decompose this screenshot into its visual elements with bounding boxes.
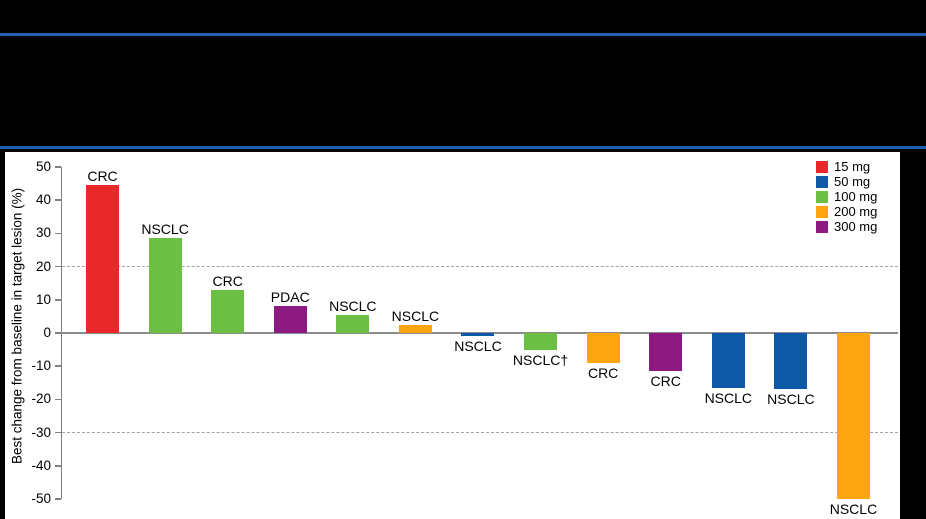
bar-label-1: CRC	[87, 168, 118, 185]
y-tick-label--40: -40	[31, 457, 51, 473]
legend-item-50-mg: 50 mg	[816, 174, 877, 189]
legend-label: 300 mg	[834, 219, 878, 234]
y-tick-label-20: 20	[35, 258, 51, 274]
y-tick-label--30: -30	[31, 424, 51, 440]
bar-9-crc	[586, 333, 620, 363]
legend-label: 200 mg	[834, 204, 878, 219]
legend-label: 15 mg	[834, 159, 871, 174]
y-tick-40	[55, 199, 61, 201]
chart-panel	[5, 152, 900, 519]
dose-legend: 15 mg 50 mg 100 mg 200 mg 300 mg	[816, 159, 878, 236]
y-tick-label-40: 40	[35, 192, 51, 208]
legend-item-15-mg: 15 mg	[816, 159, 877, 174]
bar-label-12: NSCLC	[767, 391, 815, 408]
bar-label-3: CRC	[212, 272, 243, 289]
bar-8-nsclc	[524, 333, 558, 350]
y-tick--30	[55, 431, 61, 434]
y-tick-50	[55, 166, 61, 168]
y-tick--40	[55, 465, 61, 467]
masthead-bottom-rule	[0, 146, 926, 149]
bar-4-pdac	[273, 306, 307, 333]
y-axis-line	[60, 167, 62, 499]
bar-label-5: NSCLC	[329, 297, 377, 314]
legend-label: 100 mg	[834, 189, 878, 204]
bar-6-nsclc	[398, 324, 432, 333]
legend-label: 50 mg	[834, 174, 871, 189]
reference-line--30	[62, 431, 898, 433]
y-tick-label--50: -50	[31, 491, 51, 506]
bar-label-8: NSCLC†	[512, 351, 569, 368]
y-tick-10	[55, 299, 61, 301]
y-tick-label-0: 0	[43, 325, 51, 340]
legend-item-200-mg: 200 mg	[816, 204, 878, 219]
bar-2-nsclc	[148, 238, 182, 333]
y-tick-20	[55, 265, 61, 268]
legend-swatch-icon	[816, 221, 828, 234]
y-tick-label--20: -20	[31, 391, 51, 407]
y-tick--50	[55, 498, 61, 500]
legend-swatch-icon	[816, 176, 828, 189]
bar-label-11: NSCLC	[704, 389, 753, 406]
y-tick-label--10: -10	[31, 358, 51, 374]
bar-13-nsclc	[836, 333, 870, 499]
bar-label-4: PDAC	[270, 289, 310, 306]
masthead-top-rule	[0, 33, 926, 36]
plot-area: 50 40 30 20 10 0 -10 -20 -30 -40 -50 CRC NSCLC CRC PDA…	[31, 159, 898, 517]
bar-10-crc	[649, 333, 683, 372]
bar-label-7: NSCLC	[454, 338, 502, 355]
y-tick-label-10: 10	[35, 291, 51, 307]
y-tick-0	[55, 332, 61, 334]
legend-item-100-mg: 100 mg	[816, 189, 878, 204]
bar-11-nsclc	[711, 333, 745, 388]
bar-3-crc	[211, 289, 245, 333]
y-tick--10	[55, 365, 61, 367]
bar-label-13: NSCLC	[829, 501, 878, 517]
bar-label-6: NSCLC	[391, 307, 440, 324]
y-tick-label-50: 50	[35, 159, 51, 174]
legend-swatch-icon	[816, 206, 828, 219]
y-tick-30	[55, 232, 61, 235]
bar-label-10: CRC	[650, 373, 681, 390]
reference-line-20	[62, 265, 898, 267]
bar-12-nsclc	[774, 333, 808, 390]
bar-label-9: CRC	[587, 364, 619, 381]
legend-swatch-icon	[816, 161, 828, 174]
bar-5-nsclc	[336, 314, 370, 333]
legend-swatch-icon	[816, 191, 828, 204]
y-tick--20	[55, 398, 61, 401]
bar-label-2: NSCLC	[141, 221, 189, 238]
bar-7-nsclc	[461, 333, 495, 337]
legend-item-300-mg: 300 mg	[816, 219, 878, 234]
bar-1-crc	[86, 185, 119, 333]
y-tick-label-30: 30	[35, 225, 51, 241]
